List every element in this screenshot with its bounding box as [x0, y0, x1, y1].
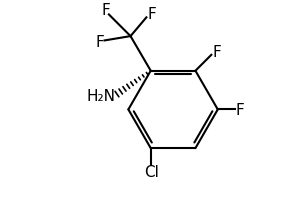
Text: F: F — [236, 102, 245, 117]
Text: F: F — [101, 3, 110, 18]
Text: F: F — [95, 35, 104, 50]
Text: Cl: Cl — [144, 164, 159, 179]
Text: F: F — [147, 7, 156, 22]
Text: H₂N: H₂N — [87, 88, 116, 103]
Text: F: F — [212, 45, 221, 60]
